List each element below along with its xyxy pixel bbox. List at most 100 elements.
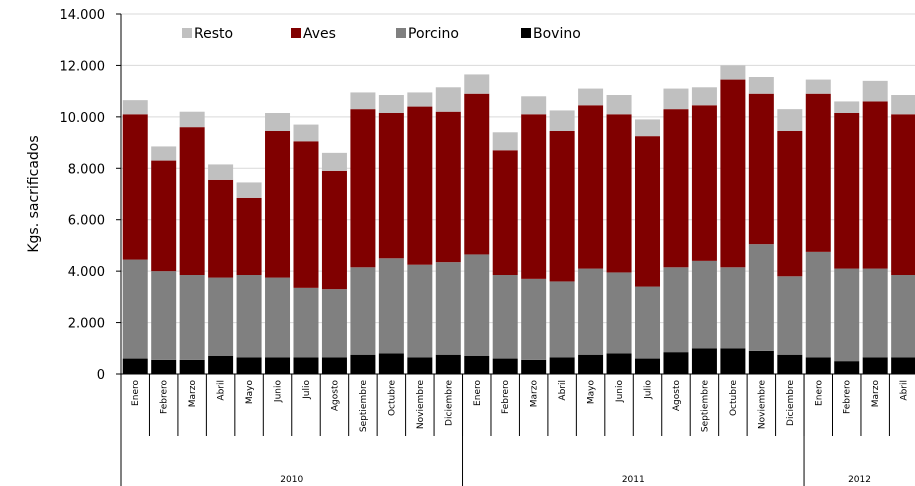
x-tick-label: Septiembre — [700, 380, 710, 433]
bar-porcino — [635, 286, 661, 359]
x-tick-label: Enero — [814, 380, 824, 406]
bar-porcino — [321, 289, 347, 358]
y-tick-label: 6.000 — [68, 214, 105, 229]
bar-aves — [663, 109, 689, 268]
bar-bovino — [151, 359, 177, 374]
bar-resto — [350, 92, 376, 110]
bar-bovino — [236, 357, 262, 374]
bar-aves — [407, 106, 433, 265]
x-tick-label: Abril — [217, 380, 227, 401]
year-labels: 2010 2011 2012 — [280, 374, 871, 486]
bar-bovino — [265, 357, 291, 374]
bar-resto — [720, 65, 746, 80]
bar-resto — [663, 88, 689, 110]
year-label: 2010 — [280, 475, 303, 485]
legend-label-porcino: Porcino — [408, 26, 459, 42]
bar-porcino — [862, 268, 888, 358]
bar-resto — [151, 146, 177, 161]
bar-aves — [521, 114, 547, 279]
bar-porcino — [891, 275, 915, 358]
bar-aves — [265, 131, 291, 278]
bar-bovino — [378, 353, 404, 374]
x-tick-label: Febrero — [501, 380, 511, 414]
bar-bovino — [293, 357, 319, 374]
bar-porcino — [293, 287, 319, 358]
x-tick-label: Febrero — [843, 380, 853, 414]
x-tick-label: Noviembre — [416, 380, 426, 430]
bar-resto — [435, 87, 461, 112]
bar-aves — [321, 170, 347, 290]
bar-resto — [122, 100, 148, 115]
bar-bovino — [407, 357, 433, 374]
bar-aves — [720, 79, 746, 268]
x-tick-label: Mayo — [245, 380, 255, 405]
bar-porcino — [208, 277, 234, 356]
bar-porcino — [407, 264, 433, 358]
y-tick-label: 10.000 — [60, 111, 106, 126]
bar-porcino — [151, 271, 177, 360]
bar-bovino — [122, 358, 148, 374]
bar-aves — [691, 105, 717, 261]
y-tick-label: 4.000 — [68, 265, 105, 280]
bar-resto — [578, 88, 604, 106]
bar-porcino — [435, 262, 461, 355]
bar-porcino — [378, 258, 404, 354]
bar-bovino — [179, 359, 205, 374]
bar-aves — [208, 179, 234, 278]
bar-porcino — [720, 267, 746, 349]
x-tick-label: Enero — [131, 380, 141, 406]
y-axis-ticks: 0 2.000 4.000 6.000 8.000 10.000 12.000 14.000 — [60, 8, 121, 383]
x-tick-label: Noviembre — [757, 380, 767, 430]
bar-resto — [777, 109, 803, 131]
bar-aves — [606, 114, 632, 273]
x-tick-label: Marzo — [871, 380, 881, 408]
x-tick-label: Diciembre — [786, 380, 796, 426]
x-tick-label: Diciembre — [444, 380, 454, 426]
bar-bovino — [350, 354, 376, 374]
bar-resto — [549, 110, 575, 131]
bar-bovino — [691, 348, 717, 374]
year-label: 2012 — [848, 475, 871, 485]
bar-porcino — [578, 268, 604, 355]
bar-aves — [464, 93, 490, 255]
bar-porcino — [663, 267, 689, 353]
bar-porcino — [265, 277, 291, 358]
x-tick-label: Junio — [615, 380, 625, 404]
bar-bovino — [834, 361, 860, 374]
bar-bovino — [663, 352, 689, 374]
bar-resto — [748, 77, 774, 94]
bar-bovino — [748, 350, 774, 374]
legend-swatch-aves — [291, 28, 301, 38]
bar-porcino — [691, 260, 717, 349]
x-tick-label: Septiembre — [359, 380, 369, 433]
bar-aves — [862, 101, 888, 269]
bar-resto — [464, 74, 490, 94]
bar-bovino — [720, 348, 746, 374]
y-tick-label: 2.000 — [68, 317, 105, 332]
bar-aves — [378, 113, 404, 259]
bar-resto — [378, 95, 404, 113]
bar-bovino — [805, 357, 831, 374]
bar-aves — [435, 111, 461, 263]
bar-resto — [635, 119, 661, 137]
bar-porcino — [236, 275, 262, 358]
bar-bovino — [606, 353, 632, 374]
bar-porcino — [834, 268, 860, 362]
bar-bovino — [521, 359, 547, 374]
bar-porcino — [606, 272, 632, 354]
legend-swatch-porcino — [396, 28, 406, 38]
bar-aves — [492, 150, 518, 275]
bars — [122, 65, 915, 374]
bar-porcino — [777, 276, 803, 355]
bar-resto — [891, 95, 915, 115]
legend-label-aves: Aves — [303, 26, 336, 42]
bar-aves — [236, 197, 262, 275]
x-tick-label: Julio — [302, 380, 312, 400]
bar-bovino — [492, 358, 518, 374]
bar-aves — [122, 114, 148, 260]
x-axis-labels: Enero Febrero Marzo Abril Mayo Junio Julio Agos… — [131, 380, 909, 433]
y-tick-label: 12.000 — [60, 59, 106, 74]
x-tick-label: Agosto — [330, 380, 340, 412]
bar-resto — [407, 92, 433, 107]
